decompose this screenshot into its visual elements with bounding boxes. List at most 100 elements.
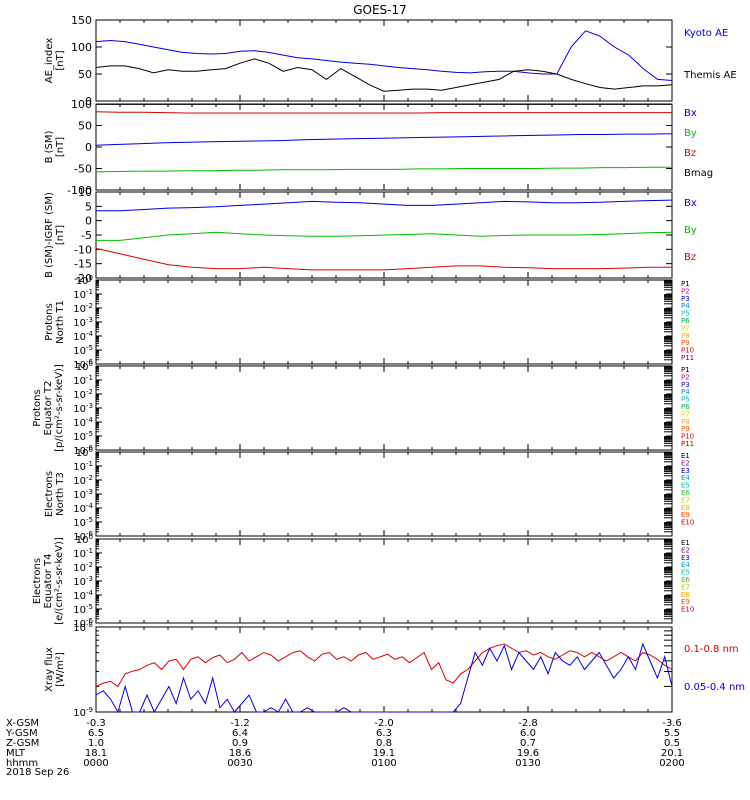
ylabel-line: [e/(cm²-s-sr-keV)] <box>54 537 65 625</box>
orbit-cell: 18.6 <box>229 748 251 759</box>
legend-label: P8 <box>681 418 690 426</box>
orbit-cell: 0200 <box>659 758 684 769</box>
panel-frame <box>95 538 673 624</box>
ytick-label: 10-5 <box>73 516 93 529</box>
legend-label: Themis AE <box>683 70 737 81</box>
panel-frame <box>95 103 673 191</box>
ylabel-line: Equator T4 <box>43 554 54 609</box>
ytick-label: 100 <box>76 446 93 459</box>
panel-frame <box>95 279 673 365</box>
legend-label: E1 <box>681 452 690 460</box>
ylabel-line: Equator T2 <box>43 381 54 436</box>
legend-label: Bx <box>684 198 697 209</box>
orbit-row-label: Y-GSM <box>5 728 38 739</box>
orbit-cell: 0.5 <box>664 738 680 749</box>
legend-label: E6 <box>681 489 690 497</box>
legend-label: Bx <box>684 108 697 119</box>
legend-label: P6 <box>681 317 690 325</box>
orbit-row-label: hhmm <box>6 758 38 769</box>
orbit-cell: -2.0 <box>374 718 394 729</box>
legend-label: P6 <box>681 403 690 411</box>
legend-label: P1 <box>681 280 690 288</box>
orbit-cell: -3.6 <box>662 718 682 729</box>
series-line <box>95 642 673 714</box>
ylabel-line: Electrons <box>44 471 55 517</box>
legend-label: E9 <box>681 511 690 519</box>
orbit-cell: 0100 <box>371 758 396 769</box>
orbit-cell: -2.8 <box>518 718 538 729</box>
ylabel-line: [W/m²] <box>55 652 66 687</box>
legend-label: P5 <box>681 396 690 404</box>
ytick-label: 10-2 <box>73 474 93 487</box>
legend-label: P9 <box>681 425 690 433</box>
ylabel-line: [p/(cm²-s-sr-keV)] <box>54 364 65 452</box>
legend-label: P9 <box>681 339 690 347</box>
ytick-label: 100 <box>71 98 92 111</box>
legend-label: E1 <box>681 539 690 547</box>
panel-1: 150 100 50 0 AE_index [nT] Kyoto AE Themis AE <box>44 14 737 108</box>
legend-label: 0.05-0.4 nm <box>684 682 745 693</box>
orbit-cell: 20.1 <box>661 748 683 759</box>
legend-label: P3 <box>681 295 690 303</box>
legend-label: 0.1-0.8 nm <box>684 644 739 655</box>
orbit-cell: 18.1 <box>85 748 107 759</box>
ylabel-line: Protons <box>32 389 43 426</box>
legend-label: P1 <box>681 366 690 374</box>
ytick-label: 10-2 <box>73 388 93 401</box>
ytick-label: 10-1 <box>73 460 93 473</box>
panel-frame <box>95 19 673 102</box>
figure-title: GOES-17 <box>353 3 407 17</box>
series-line <box>95 58 673 92</box>
orbit-cell: 19.6 <box>517 748 539 759</box>
orbit-cell: 1.0 <box>88 738 104 749</box>
series-line <box>96 199 673 212</box>
panel-8: 10-8 10-9 Xray flux [W/m²] 0.1-0.8 nm 0.05-0.… <box>44 621 745 719</box>
ytick-label: -100 <box>67 184 92 197</box>
ytick-label: 10-4 <box>73 589 93 602</box>
ytick-label: 10-6 <box>73 358 93 371</box>
ytick-label: 10-9 <box>73 706 93 719</box>
ylabel-line: Xray flux <box>44 647 55 692</box>
ytick-label: 0 <box>85 141 92 154</box>
ytick-label: 100 <box>71 41 92 54</box>
ytick-label: 10-8 <box>73 621 93 634</box>
ylabel-line: [nT] <box>55 225 66 245</box>
ytick-label: 50 <box>78 68 92 81</box>
series-line <box>95 643 673 688</box>
orbit-cell: 0.8 <box>376 738 392 749</box>
series-line <box>95 166 672 173</box>
ytick-label: -15 <box>74 258 92 271</box>
legend-label: E4 <box>681 474 690 482</box>
legend-label: E5 <box>681 569 690 577</box>
series-line <box>95 111 672 114</box>
orbit-cell: 6.3 <box>376 728 392 739</box>
series-line <box>95 247 672 271</box>
legend-label: P4 <box>681 388 690 396</box>
ytick-label: 10-3 <box>73 488 93 501</box>
orbit-cell: 19.1 <box>373 748 395 759</box>
legend-label: P3 <box>681 381 690 389</box>
orbit-cell: 0.7 <box>520 738 536 749</box>
ylabel-line: North T3 <box>55 472 66 516</box>
ytick-label: 10-6 <box>73 530 93 543</box>
ytick-label: 100 <box>76 533 93 546</box>
series-line <box>95 133 673 146</box>
legend-label: Bz <box>684 148 696 159</box>
orbit-cell: 0030 <box>227 758 252 769</box>
ytick-label: 10-6 <box>73 617 93 630</box>
ytick-label: 100 <box>76 360 93 373</box>
legend-label: Bmag <box>684 168 713 179</box>
ytick-label: -5 <box>81 229 92 242</box>
date-label: 2018 Sep 26 <box>6 767 69 778</box>
legend-label: P7 <box>681 410 690 418</box>
legend-label: P2 <box>681 373 690 381</box>
orbit-cell: -0.3 <box>86 718 106 729</box>
panel-frame <box>95 451 673 537</box>
ytick-label: 10-5 <box>73 344 93 357</box>
ytick-label: 10-2 <box>73 302 93 315</box>
legend-label: P11 <box>681 354 694 362</box>
ylabel-line: B (SM) <box>44 130 55 163</box>
ylabel-line: North T1 <box>55 300 66 344</box>
